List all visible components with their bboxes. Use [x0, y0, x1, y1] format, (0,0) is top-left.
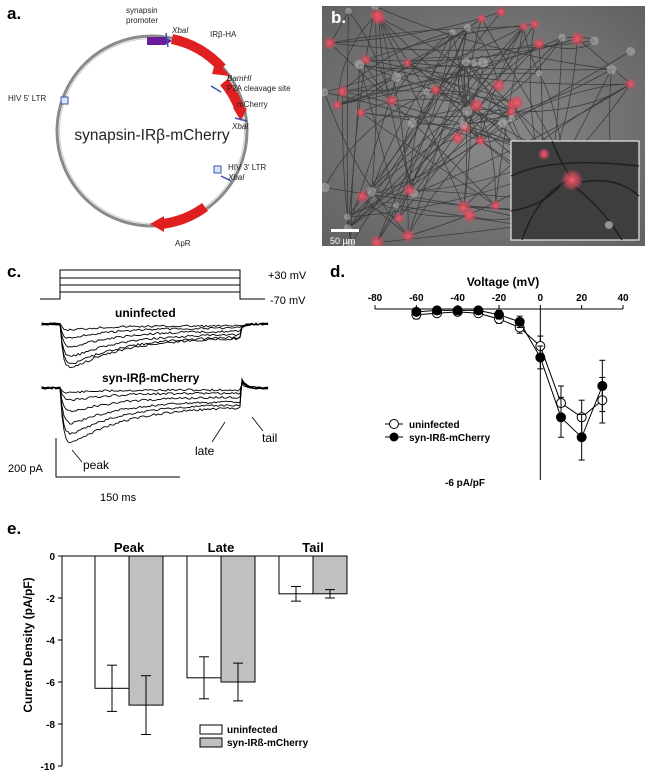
- bar-y-tick-label: -8: [46, 720, 55, 731]
- uninfected-traces-label: uninfected: [115, 306, 176, 320]
- panel-letter-b: b.: [331, 8, 347, 27]
- iv-point-syn: [473, 305, 484, 316]
- bar-y-tick-label: -6: [46, 678, 55, 689]
- scale-bar-label: 50 µm: [330, 236, 355, 246]
- legend-swatch-uninfected: [199, 724, 223, 735]
- iv-x-tick-label: 20: [576, 293, 588, 304]
- current-traces: +30 mV -70 mV uninfected syn-IRβ-mCherry…: [8, 269, 307, 504]
- iv-chart: Voltage (mV) -80 -60 -40 -20 0 20 40 -6 pA/pF …: [368, 275, 629, 489]
- iv-x-tick-label: -40: [450, 293, 465, 304]
- legend-marker-syn: [389, 432, 399, 442]
- iv-plot: [411, 305, 608, 461]
- xbai-label-low: XbaI: [227, 173, 245, 182]
- bar-category-label: Peak: [114, 540, 145, 555]
- syn-traces-label: syn-IRβ-mCherry: [102, 371, 200, 385]
- late-label: late: [195, 444, 215, 458]
- panel-letter-a: a.: [7, 4, 22, 23]
- irb-gene-arrow: [170, 34, 226, 72]
- iv-x-tick-label: -20: [492, 293, 507, 304]
- iv-point-syn: [535, 352, 546, 363]
- iv-ylabel: -6 pA/pF: [445, 478, 485, 489]
- iv-point-syn: [432, 305, 442, 316]
- bar-ylabel: Current Density (pA/pF): [21, 577, 35, 712]
- mcherry-label: mCherry: [237, 100, 268, 109]
- bar-y-tick-label: -4: [46, 636, 55, 647]
- scale-bars: [55, 438, 180, 478]
- hiv5-label: HIV 5' LTR: [8, 94, 47, 103]
- syn-traces: [41, 377, 269, 444]
- hiv3-label: HIV 3' LTR: [228, 163, 267, 172]
- peak-label: peak: [83, 458, 110, 472]
- iv-point-syn: [597, 380, 608, 391]
- voltage-high-label: +30 mV: [268, 270, 307, 282]
- iv-point-syn: [556, 412, 566, 423]
- iv-point-syn: [514, 316, 525, 327]
- iv-point-syn: [411, 306, 422, 317]
- bar-y-tick-label: 0: [49, 552, 55, 563]
- bar-tail-syn: [312, 555, 348, 595]
- iv-point-syn: [452, 305, 463, 316]
- iv-legend: uninfected syn-IRß-mCherry: [385, 419, 491, 444]
- bar-y-tick-label: -10: [41, 762, 56, 773]
- hiv3-ltr-marker: [213, 165, 222, 174]
- iv-x-tick-label: 0: [538, 293, 544, 304]
- legend-label-syn: syn-IRß-mCherry: [409, 433, 491, 444]
- scale-current-label: 200 pA: [8, 463, 44, 475]
- voltage-protocol: [40, 269, 265, 300]
- plasmid-map: synapsin-IRβ-mCherry synapsin promoter X…: [8, 6, 291, 248]
- micrograph-image: 50 µm: [322, 6, 645, 246]
- hiv5-ltr-marker: [60, 96, 69, 105]
- iv-point-syn: [494, 309, 504, 320]
- promoter-label-1: synapsin: [126, 6, 158, 15]
- iv-point-syn: [576, 432, 587, 443]
- p2a-label: P2A cleavage site: [227, 84, 291, 93]
- legend-label-uninfected: uninfected: [409, 420, 460, 431]
- bar-category-label: Late: [208, 540, 235, 555]
- iv-x-tick-label: 40: [617, 293, 629, 304]
- apr-gene-arrow: [161, 202, 208, 229]
- iv-series-line-1: [416, 309, 603, 439]
- scale-time-label: 150 ms: [100, 492, 137, 504]
- iv-x-tick-label: -80: [368, 293, 383, 304]
- apr-label: ApR: [175, 239, 191, 248]
- voltage-low-label: -70 mV: [270, 295, 306, 307]
- promoter-label-2: promoter: [126, 16, 158, 25]
- bar-y-tick-label: -2: [46, 594, 55, 605]
- bar-legend: uninfected syn-IRß-mCherry: [199, 724, 309, 749]
- uninfected-traces: [41, 322, 269, 369]
- xbai-label-mid: XbaI: [231, 122, 249, 131]
- legend-marker-uninfected: [389, 419, 399, 429]
- bamhi-label: BamHI: [227, 74, 252, 83]
- scale-bar: [331, 229, 359, 232]
- current-density-bar-chart: Current Density (pA/pF) 0 -2 -4 -6 -8 -10 Pea…: [21, 540, 348, 773]
- iv-xlabel: Voltage (mV): [467, 275, 539, 289]
- promoter-arrow: [147, 37, 172, 45]
- irb-ha-label: IRβ-HA: [210, 30, 237, 39]
- legend-label-uninfected-bar: uninfected: [227, 725, 278, 736]
- legend-label-syn-bar: syn-IRß-mCherry: [227, 738, 309, 749]
- panel-letter-d: d.: [330, 262, 346, 281]
- panel-letter-e: e.: [7, 519, 22, 538]
- neuron-micrograph: 50 µm: [322, 6, 645, 246]
- plasmid-name: synapsin-IRβ-mCherry: [74, 127, 230, 144]
- iv-series-line-0: [416, 311, 603, 418]
- iv-x-tick-label: -60: [409, 293, 424, 304]
- tail-label: tail: [262, 431, 277, 445]
- xbai-label-top: XbaI: [171, 26, 189, 35]
- bar-category-label: Tail: [302, 540, 323, 555]
- panel-letter-c: c.: [7, 262, 22, 281]
- legend-swatch-syn: [199, 737, 223, 748]
- plasmid-backbone: [55, 34, 249, 228]
- bar-plot: Peak Late Tail: [94, 540, 348, 735]
